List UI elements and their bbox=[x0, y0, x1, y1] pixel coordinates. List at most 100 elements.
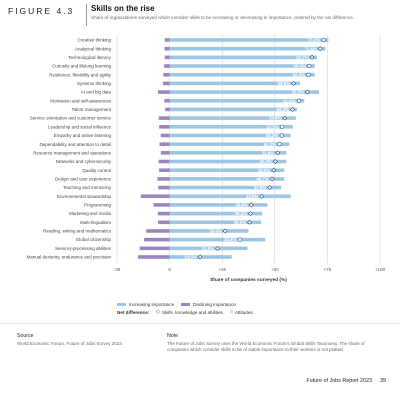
legend-skills-label: Skills, knowledge and abilities bbox=[162, 309, 223, 315]
category-label: Marketing and media bbox=[69, 211, 112, 216]
category-label: Dependability and attention to detail bbox=[39, 142, 111, 147]
net-value-label: 47.6% bbox=[254, 185, 266, 190]
bar-increasing bbox=[169, 203, 268, 207]
legend-declining-label: Declining importance bbox=[193, 302, 236, 307]
bar-increasing bbox=[169, 177, 285, 181]
category-label: Service orientation and customer service bbox=[30, 116, 112, 121]
net-marker-skill bbox=[197, 254, 203, 260]
net-value-label: 22.8% bbox=[202, 246, 214, 251]
category-label: Quality control bbox=[82, 168, 111, 173]
x-tick-label: +50 bbox=[271, 267, 279, 272]
bar-declining bbox=[164, 46, 170, 51]
net-value-label: 61.5% bbox=[283, 98, 295, 103]
net-marker-attitude bbox=[237, 237, 242, 242]
legend-declining: Declining importance bbox=[181, 302, 236, 307]
bar-increasing bbox=[169, 38, 329, 42]
net-value-label: 51.4% bbox=[262, 150, 274, 155]
net-marker-skill bbox=[222, 228, 228, 234]
category-label: Empathy and active listening bbox=[54, 133, 112, 138]
footer-divider bbox=[0, 323, 400, 324]
bar-declining bbox=[164, 64, 170, 68]
bar-declining bbox=[164, 38, 170, 42]
legend-increasing-swatch bbox=[117, 303, 126, 306]
source-heading: Source bbox=[17, 333, 34, 339]
bar-increasing bbox=[169, 116, 296, 120]
net-marker-skill bbox=[309, 54, 315, 60]
bar-declining bbox=[160, 151, 170, 155]
net-value-label: 73.2% bbox=[308, 38, 320, 43]
category-label: Environmental stewardship bbox=[57, 194, 112, 199]
bar-declining bbox=[140, 194, 170, 199]
bar-increasing bbox=[169, 81, 301, 86]
x-tick-label: +75 bbox=[324, 267, 332, 272]
bar-increasing bbox=[169, 142, 290, 146]
net-value-label: 48.7% bbox=[256, 176, 268, 181]
net-marker-skill bbox=[304, 89, 310, 95]
net-marker-skill bbox=[317, 46, 323, 52]
category-label: Leadership and social influence bbox=[48, 124, 112, 129]
net-marker-skill bbox=[282, 115, 288, 121]
bar-declining bbox=[164, 98, 170, 103]
bar-declining bbox=[158, 116, 170, 120]
category-label: Systems thinking bbox=[77, 81, 112, 86]
figure-label: FIGURE 4.3 bbox=[8, 6, 75, 16]
bar-declining bbox=[144, 237, 170, 242]
net-value-label: 14.5% bbox=[184, 255, 196, 260]
bar-declining bbox=[153, 203, 170, 207]
net-value-label: 38.0% bbox=[234, 220, 246, 225]
net-marker-skill bbox=[273, 159, 278, 164]
bar-declining bbox=[159, 125, 170, 129]
legend-declining-swatch bbox=[181, 303, 190, 306]
net-marker-skill bbox=[267, 185, 273, 190]
net-marker-skill bbox=[290, 107, 295, 112]
bar-declining bbox=[165, 107, 170, 112]
bar-increasing bbox=[169, 237, 266, 242]
bar-declining bbox=[139, 246, 170, 251]
bar-increasing bbox=[169, 55, 317, 60]
note-text: The Future of Jobs Survey uses the World… bbox=[167, 341, 365, 353]
legend-increasing-label: Increasing importance bbox=[129, 302, 175, 307]
net-marker-skill bbox=[247, 211, 253, 217]
legend-net-label: Net difference: bbox=[117, 309, 150, 315]
net-value-label: 58.9% bbox=[278, 81, 290, 86]
header-divider bbox=[86, 4, 87, 26]
legend-attitudes-label: Attitudes bbox=[234, 309, 253, 315]
bar-increasing bbox=[169, 90, 319, 94]
category-label: Programming bbox=[84, 203, 112, 208]
net-marker-skill bbox=[247, 219, 252, 225]
net-value-label: 52.2% bbox=[264, 142, 276, 147]
net-marker-skill bbox=[291, 80, 296, 86]
net-marker-attitude bbox=[280, 124, 285, 129]
bar-declining bbox=[163, 81, 170, 86]
net-value-label: 33.4% bbox=[224, 237, 236, 242]
bar-increasing bbox=[169, 185, 282, 190]
category-label: Talent management bbox=[71, 107, 111, 112]
net-value-label: 53.5% bbox=[266, 124, 278, 129]
net-marker-skill bbox=[215, 245, 220, 251]
net-marker-attitude bbox=[321, 37, 326, 43]
note-heading: Note bbox=[167, 333, 178, 339]
net-marker-skill bbox=[259, 193, 265, 199]
bar-declining bbox=[159, 142, 170, 146]
bar-declining bbox=[164, 55, 170, 60]
diamond-icon: ◇ bbox=[156, 309, 161, 315]
legend-increasing: Increasing importance bbox=[117, 302, 174, 307]
x-tick-label: -25 bbox=[114, 267, 121, 272]
category-label: Resource management and operations bbox=[33, 150, 112, 155]
category-label: Teaching and mentoring bbox=[63, 185, 112, 190]
bar-declining bbox=[159, 168, 170, 172]
bar-declining bbox=[157, 211, 170, 216]
bar-declining bbox=[157, 177, 170, 181]
bar-declining bbox=[146, 229, 170, 233]
net-value-label: 43.8% bbox=[246, 194, 258, 199]
net-value-label: 58.4% bbox=[277, 107, 289, 112]
net-marker-attitude bbox=[307, 63, 312, 69]
net-value-label: 49.5% bbox=[258, 168, 270, 173]
page-footer: Future of Jobs Report 2023 39 bbox=[306, 378, 386, 384]
bar-increasing bbox=[169, 159, 287, 164]
category-label: Analytical thinking bbox=[75, 46, 112, 51]
category-label: Motivation and self-awareness bbox=[50, 98, 112, 103]
category-label: Creative thinking bbox=[77, 38, 111, 43]
legend-net: Net difference: ◇ Skills, knowledge and … bbox=[117, 309, 253, 315]
